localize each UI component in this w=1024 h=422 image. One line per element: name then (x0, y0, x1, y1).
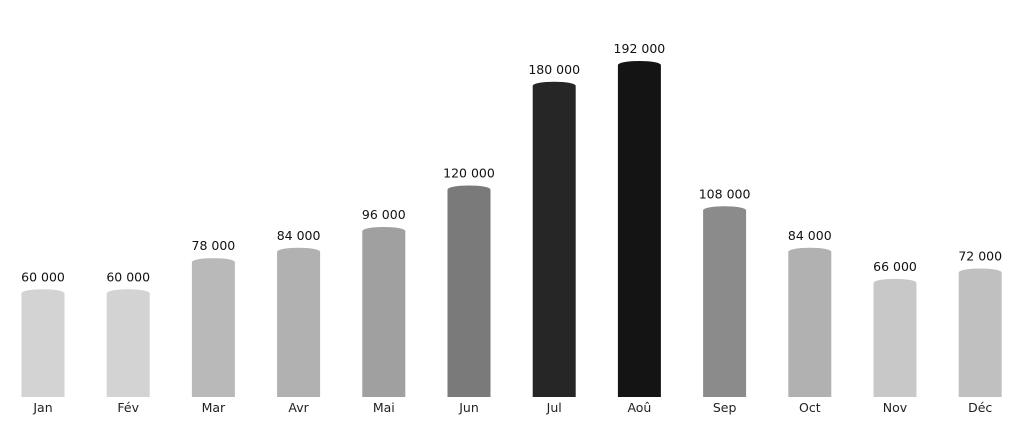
value-label-2: 60 000 (106, 269, 150, 284)
value-label-11: 66 000 (873, 259, 917, 274)
bar-2 (106, 289, 150, 397)
bar-10 (788, 247, 832, 397)
category-label-9: Sep (713, 400, 737, 415)
category-label-12: Déc (968, 400, 992, 415)
value-label-5: 96 000 (362, 207, 406, 222)
value-label-12: 72 000 (958, 249, 1002, 264)
value-label-9: 108 000 (699, 186, 751, 201)
bar-6 (447, 185, 491, 397)
category-label-7: Jul (546, 400, 562, 415)
value-label-6: 120 000 (443, 166, 495, 181)
value-labels-layer: 60 000 60 000 78 000 84 000 96 000 120 000 180… (21, 41, 1002, 284)
bars-layer (21, 61, 1002, 397)
category-label-6: Jun (458, 400, 479, 415)
bar-12 (958, 268, 1002, 397)
value-label-3: 78 000 (192, 238, 236, 253)
value-label-1: 60 000 (21, 269, 65, 284)
value-label-8: 192 000 (614, 41, 666, 56)
category-label-1: Jan (32, 400, 52, 415)
category-label-5: Mai (373, 400, 395, 415)
category-label-4: Avr (288, 400, 309, 415)
category-label-10: Oct (799, 400, 821, 415)
bar-8 (617, 61, 661, 397)
category-label-2: Fév (117, 400, 139, 415)
bar-1 (21, 289, 65, 397)
value-label-7: 180 000 (528, 62, 580, 77)
value-label-10: 84 000 (788, 228, 832, 243)
value-label-4: 84 000 (277, 228, 321, 243)
category-label-3: Mar (202, 400, 226, 415)
bar-7 (532, 81, 576, 397)
bar-3 (191, 258, 235, 397)
bar-4 (277, 247, 321, 397)
bar-11 (873, 278, 917, 397)
category-labels-layer: Jan Fév Mar Avr Mai Jun Jul Aoû Sep Oct Nov Déc (32, 400, 992, 415)
bar-9 (703, 206, 747, 397)
bar-5 (362, 227, 406, 397)
category-label-11: Nov (883, 400, 908, 415)
category-label-8: Aoû (627, 400, 651, 415)
